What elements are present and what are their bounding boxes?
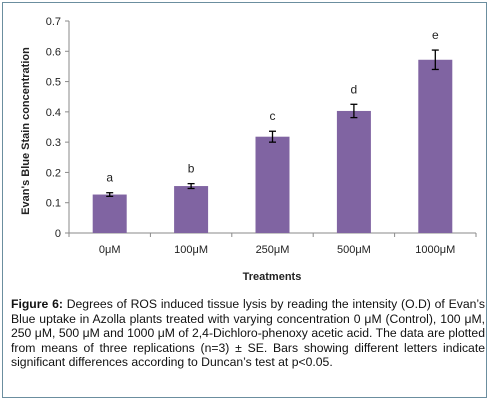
y-tick-label: 0.1	[46, 198, 61, 210]
y-tick-label: 0.5	[46, 77, 61, 89]
caption-text: Degrees of ROS induced tissue lysis by r…	[11, 297, 485, 370]
x-axis: 0μM 100μM 250μM 500μM 1000μM	[68, 232, 477, 256]
figure-caption: Figure 6: Degrees of ROS induced tissue …	[11, 297, 485, 370]
bar-chart: 0 0.1 0.2 0.3 0.4 0.5 0.6 0.7 0μM 100μM 250μM 500μ…	[20, 16, 477, 283]
y-tick-label: 0.4	[46, 107, 61, 119]
x-tick-label: 1000μM	[415, 244, 455, 256]
y-tick-label: 0.7	[46, 16, 61, 28]
error-bar-4	[350, 103, 358, 119]
y-axis-title: Evan's Blue Stain concentration	[20, 47, 32, 215]
bar-1	[92, 194, 127, 233]
significance-labels: a b c d e	[106, 28, 439, 185]
bar-2	[174, 186, 209, 233]
significance-label-4: d	[351, 82, 358, 96]
error-bars	[106, 49, 439, 198]
bars	[92, 59, 453, 233]
error-bar-2	[187, 182, 195, 190]
x-tick-label: 250μM	[256, 244, 290, 256]
y-tick-label: 0	[55, 228, 61, 240]
bar-5	[418, 59, 453, 233]
caption-label: Figure 6:	[11, 297, 63, 311]
x-tick-label: 0μM	[99, 244, 121, 256]
significance-label-1: a	[106, 171, 113, 185]
y-tick-label: 0.3	[46, 137, 61, 149]
y-tick-label: 0.6	[46, 46, 61, 58]
significance-label-3: c	[270, 109, 276, 123]
figure-frame: 0 0.1 0.2 0.3 0.4 0.5 0.6 0.7 0μM 100μM 250μM 500μ…	[2, 2, 487, 398]
error-bar-1	[106, 192, 114, 198]
x-tick-label: 500μM	[337, 244, 371, 256]
bar-3	[255, 136, 290, 233]
error-bar-5	[431, 49, 439, 71]
significance-label-5: e	[432, 28, 439, 42]
x-tick-label: 100μM	[174, 244, 208, 256]
y-tick-label: 0.2	[46, 167, 61, 179]
y-axis: 0 0.1 0.2 0.3 0.4 0.5 0.6 0.7	[46, 16, 70, 240]
x-axis-title: Treatments	[243, 271, 302, 283]
bar-4	[336, 110, 371, 233]
significance-label-2: b	[188, 162, 195, 176]
error-bar-3	[269, 130, 276, 143]
